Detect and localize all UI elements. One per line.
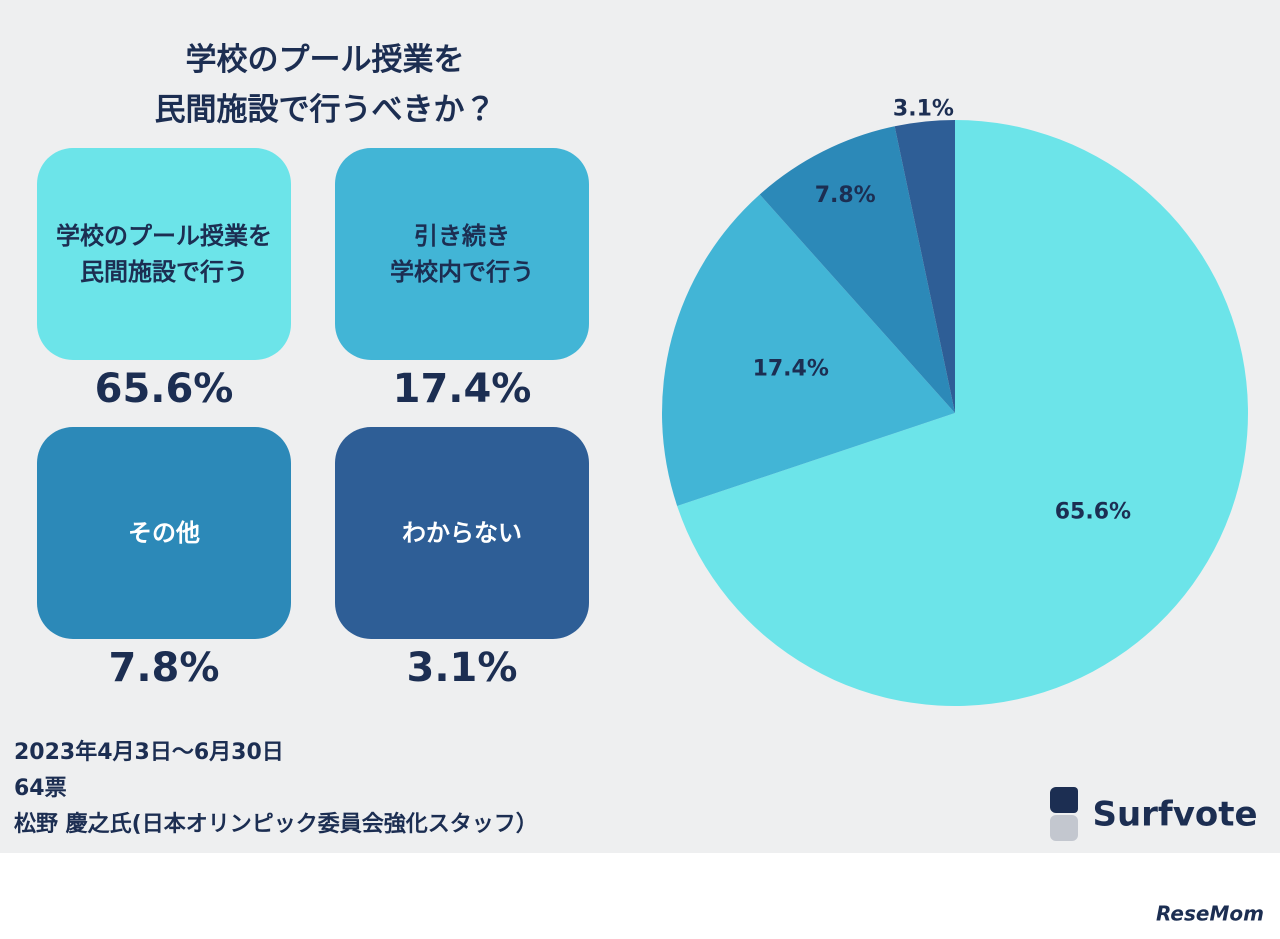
option-card: 引き続き学校内で行う [335,148,589,360]
option-label: 引き続き [414,222,510,250]
votes: 64票 [14,776,67,801]
watermark: ReseMom [1156,902,1264,926]
pie-slice [677,120,1248,706]
option-label: 学校内で行う [390,258,534,286]
slice-label: 7.8% [815,183,876,208]
option-label: 学校のプール授業を [56,222,272,250]
option-value: 17.4% [392,366,532,412]
pie-slice [894,120,955,413]
pie-slice [661,194,955,506]
option-card: その他 [37,427,291,639]
slice-label: 65.6% [1055,499,1131,524]
option-value: 3.1% [406,645,518,691]
pie-slice [759,126,955,414]
option-value: 7.8% [108,645,220,691]
logo-icon [1050,787,1078,841]
title-line: 学校のプール授業を [185,42,465,78]
option-label: その他 [128,519,200,547]
option-card: わからない [335,427,589,639]
option-card: 学校のプール授業を 民間施設で行う [37,148,291,360]
option-label: わからない [402,519,522,547]
slice-label: 3.1% [893,97,954,122]
slice-label: 17.4% [753,356,829,381]
title-line: 民間施設で行うべきか？ [154,92,496,128]
option-label: 民間施設で行う [80,258,248,286]
period: 2023年4月3日～6月30日 [14,740,284,765]
source: 松野 慶之氏(日本オリンピック委員会強化スタッフ） [14,812,538,837]
option-value: 65.6% [94,366,234,412]
logo-text: Surfvote [1092,795,1257,835]
